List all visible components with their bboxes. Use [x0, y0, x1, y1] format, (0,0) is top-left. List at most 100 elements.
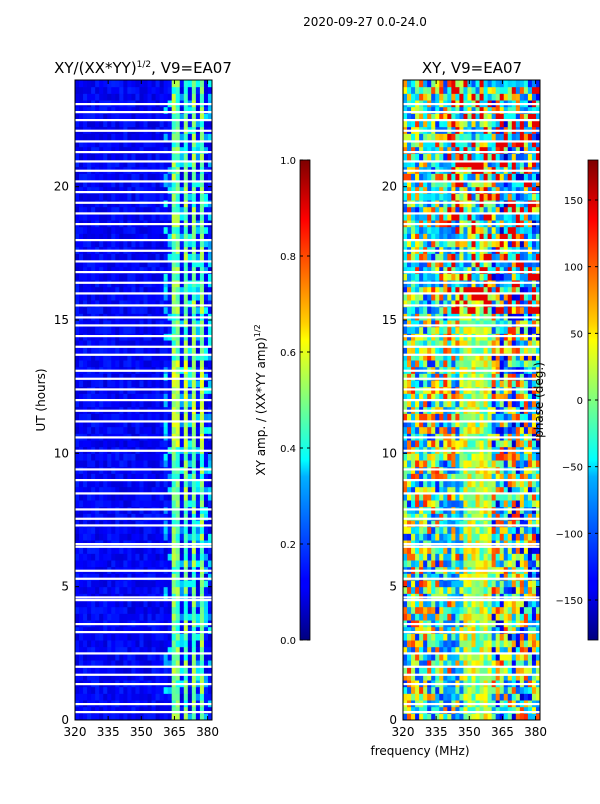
heatmap-cell: [123, 693, 128, 700]
heatmap-cell: [103, 687, 108, 694]
heatmap-cell: [131, 460, 136, 467]
heatmap-cell: [188, 607, 193, 614]
heatmap-cell: [83, 580, 88, 587]
heatmap-cell: [131, 607, 136, 614]
heatmap-cell: [459, 440, 464, 447]
heatmap-cell: [172, 413, 177, 420]
heatmap-cell: [419, 527, 424, 534]
heatmap-cell: [484, 527, 489, 534]
heatmap-cell: [87, 253, 92, 260]
heatmap-cell: [512, 427, 517, 434]
heatmap-cell: [83, 687, 88, 694]
heatmap-cell: [83, 460, 88, 467]
heatmap-cell: [439, 553, 444, 560]
heatmap-cell: [463, 440, 468, 447]
heatmap-cell: [172, 253, 177, 260]
heatmap-cell: [139, 640, 144, 647]
heatmap-cell: [467, 613, 472, 620]
heatmap-cell: [204, 640, 209, 647]
heatmap-cell: [123, 580, 128, 587]
heatmap-cell: [180, 133, 185, 140]
heatmap-cell: [524, 460, 529, 467]
heatmap-cell: [192, 633, 197, 640]
heatmap-cell: [87, 273, 92, 280]
heatmap-cell: [427, 500, 432, 507]
heatmap-cell: [188, 460, 193, 467]
heatmap-cell: [107, 527, 112, 534]
heatmap-cell: [87, 693, 92, 700]
heatmap-cell: [439, 607, 444, 614]
heatmap-cell: [83, 453, 88, 460]
heatmap-cell: [148, 307, 153, 314]
heatmap-cell: [164, 273, 169, 280]
heatmap-cell: [75, 193, 80, 200]
heatmap-cell: [451, 413, 456, 420]
heatmap-cell: [91, 713, 96, 720]
heatmap-cell: [184, 687, 189, 694]
flagged-row: [75, 388, 212, 390]
heatmap-cell: [83, 133, 88, 140]
heatmap-cell: [152, 133, 157, 140]
heatmap-cell: [148, 80, 153, 87]
heatmap-cell: [103, 273, 108, 280]
flagged-row: [75, 119, 212, 121]
heatmap-cell: [184, 560, 189, 567]
heatmap-cell: [83, 153, 88, 160]
heatmap-cell: [75, 687, 80, 694]
x-tick-label: 365: [163, 725, 186, 739]
heatmap-cell: [435, 693, 440, 700]
heatmap-cell: [532, 580, 537, 587]
heatmap-cell: [172, 693, 177, 700]
heatmap-cell: [439, 527, 444, 534]
heatmap-cell: [176, 133, 181, 140]
heatmap-cell: [99, 193, 104, 200]
heatmap-cell: [176, 640, 181, 647]
heatmap-cell: [156, 173, 161, 180]
heatmap-cell: [512, 580, 517, 587]
heatmap-cell: [423, 687, 428, 694]
heatmap-cell: [496, 693, 501, 700]
heatmap-cell: [435, 500, 440, 507]
heatmap-cell: [107, 173, 112, 180]
heatmap-cell: [423, 560, 428, 567]
heatmap-cell: [123, 273, 128, 280]
heatmap-cell: [131, 580, 136, 587]
heatmap-cell: [160, 413, 165, 420]
heatmap-cell: [131, 413, 136, 420]
heatmap-cell: [407, 587, 412, 594]
heatmap-cell: [135, 413, 140, 420]
heatmap-cell: [512, 500, 517, 507]
heatmap-cell: [484, 440, 489, 447]
heatmap-cell: [192, 500, 197, 507]
heatmap-cell: [200, 327, 205, 334]
heatmap-cell: [91, 153, 96, 160]
heatmap-cell: [415, 427, 420, 434]
heatmap-cell: [83, 227, 88, 234]
heatmap-cell: [148, 580, 153, 587]
heatmap-cell: [83, 360, 88, 367]
heatmap-cell: [87, 307, 92, 314]
heatmap-cell: [87, 360, 92, 367]
heatmap-cell: [111, 153, 116, 160]
heatmap-cell: [123, 380, 128, 387]
heatmap-cell: [427, 427, 432, 434]
heatmap-cell: [431, 427, 436, 434]
heatmap-cell: [196, 500, 201, 507]
heatmap-cell: [455, 587, 460, 594]
heatmap-cell: [131, 440, 136, 447]
heatmap-cell: [127, 580, 132, 587]
heatmap-cell: [200, 533, 205, 540]
heatmap-cell: [492, 713, 497, 720]
heatmap-cell: [476, 687, 481, 694]
heatmap-cell: [484, 500, 489, 507]
heatmap-cell: [176, 93, 181, 100]
heatmap-cell: [127, 93, 132, 100]
heatmap-cell: [111, 327, 116, 334]
heatmap-cell: [103, 153, 108, 160]
heatmap-cell: [508, 607, 513, 614]
heatmap-cell: [419, 633, 424, 640]
heatmap-cell: [423, 613, 428, 620]
heatmap-cell: [107, 560, 112, 567]
heatmap-cell: [407, 500, 412, 507]
heatmap-cell: [79, 380, 84, 387]
